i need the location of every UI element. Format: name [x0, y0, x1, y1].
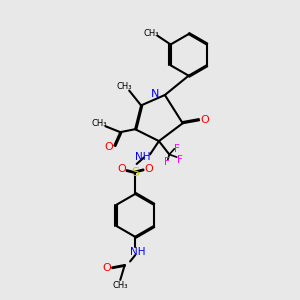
Text: NH: NH — [135, 152, 150, 162]
Text: CH₃: CH₃ — [144, 29, 159, 38]
Text: CH₃: CH₃ — [91, 119, 106, 128]
Text: CH₃: CH₃ — [117, 82, 133, 91]
Text: O: O — [105, 142, 113, 152]
Text: O: O — [117, 164, 126, 174]
Text: F: F — [164, 158, 170, 167]
Text: F: F — [177, 154, 183, 164]
Text: NH: NH — [130, 247, 145, 256]
Text: CH₃: CH₃ — [112, 281, 128, 290]
Text: F: F — [174, 144, 180, 154]
Text: S: S — [131, 166, 139, 179]
Text: N: N — [151, 88, 160, 98]
Text: O: O — [144, 164, 153, 174]
Text: O: O — [102, 263, 111, 273]
Text: O: O — [200, 115, 209, 125]
